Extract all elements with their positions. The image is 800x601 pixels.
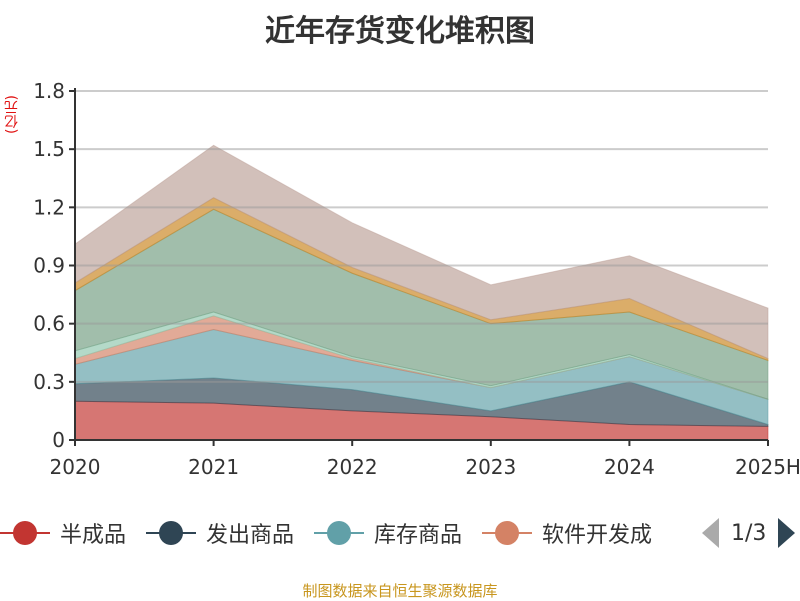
y-tick-label: 1.2 bbox=[33, 195, 65, 219]
area-series-7 bbox=[74, 144, 769, 360]
legend-marker-icon bbox=[314, 521, 365, 545]
legend-marker-icon bbox=[482, 521, 533, 545]
x-tick-label: 2023 bbox=[465, 455, 516, 479]
x-tick-label: 2022 bbox=[327, 455, 378, 479]
x-tick-label: 2020 bbox=[50, 455, 101, 479]
y-tick-label: 0.3 bbox=[33, 370, 65, 394]
y-tick-label: 0.9 bbox=[33, 254, 65, 278]
legend-marker-icon bbox=[146, 521, 197, 545]
legend-pager: 1/3 bbox=[702, 518, 796, 548]
next-page-icon[interactable] bbox=[778, 518, 796, 548]
y-tick-label: 1.5 bbox=[33, 137, 65, 161]
y-tick-label: 0 bbox=[52, 428, 65, 452]
legend-label: 半成品 bbox=[60, 523, 127, 548]
y-tick-label: 1.8 bbox=[33, 79, 65, 103]
legend-label: 库存商品 bbox=[374, 523, 463, 548]
legend: 半成品 发出商品 库存商品 软件开发成 bbox=[0, 518, 672, 548]
x-tick-label: 2021 bbox=[188, 455, 239, 479]
legend-item-2[interactable]: 库存商品 bbox=[314, 517, 462, 549]
y-tick-label: 0.6 bbox=[33, 312, 65, 336]
legend-item-0[interactable]: 半成品 bbox=[0, 517, 126, 549]
chart-title: 近年存货变化堆积图 bbox=[265, 14, 535, 49]
legend-marker-icon bbox=[0, 521, 50, 545]
prev-page-icon[interactable] bbox=[702, 518, 719, 548]
x-tick-label: 2024 bbox=[604, 455, 655, 479]
x-tick-label: 2025H bbox=[735, 455, 800, 479]
legend-label: 软件开发成 bbox=[542, 523, 653, 548]
legend-item-1[interactable]: 发出商品 bbox=[146, 517, 294, 549]
stacked-area-chart: 0 0.3 0.6 0.9 1.2 1.5 1.8 2020 2021 2022 2023 2024 2… bbox=[33, 79, 800, 479]
legend-item-3[interactable]: 软件开发成 bbox=[482, 517, 652, 549]
data-source-note: 制图数据来自恒生聚源数据库 bbox=[302, 582, 498, 600]
legend-label: 发出商品 bbox=[206, 523, 295, 548]
legend-page-indicator: 1/3 bbox=[731, 520, 767, 546]
